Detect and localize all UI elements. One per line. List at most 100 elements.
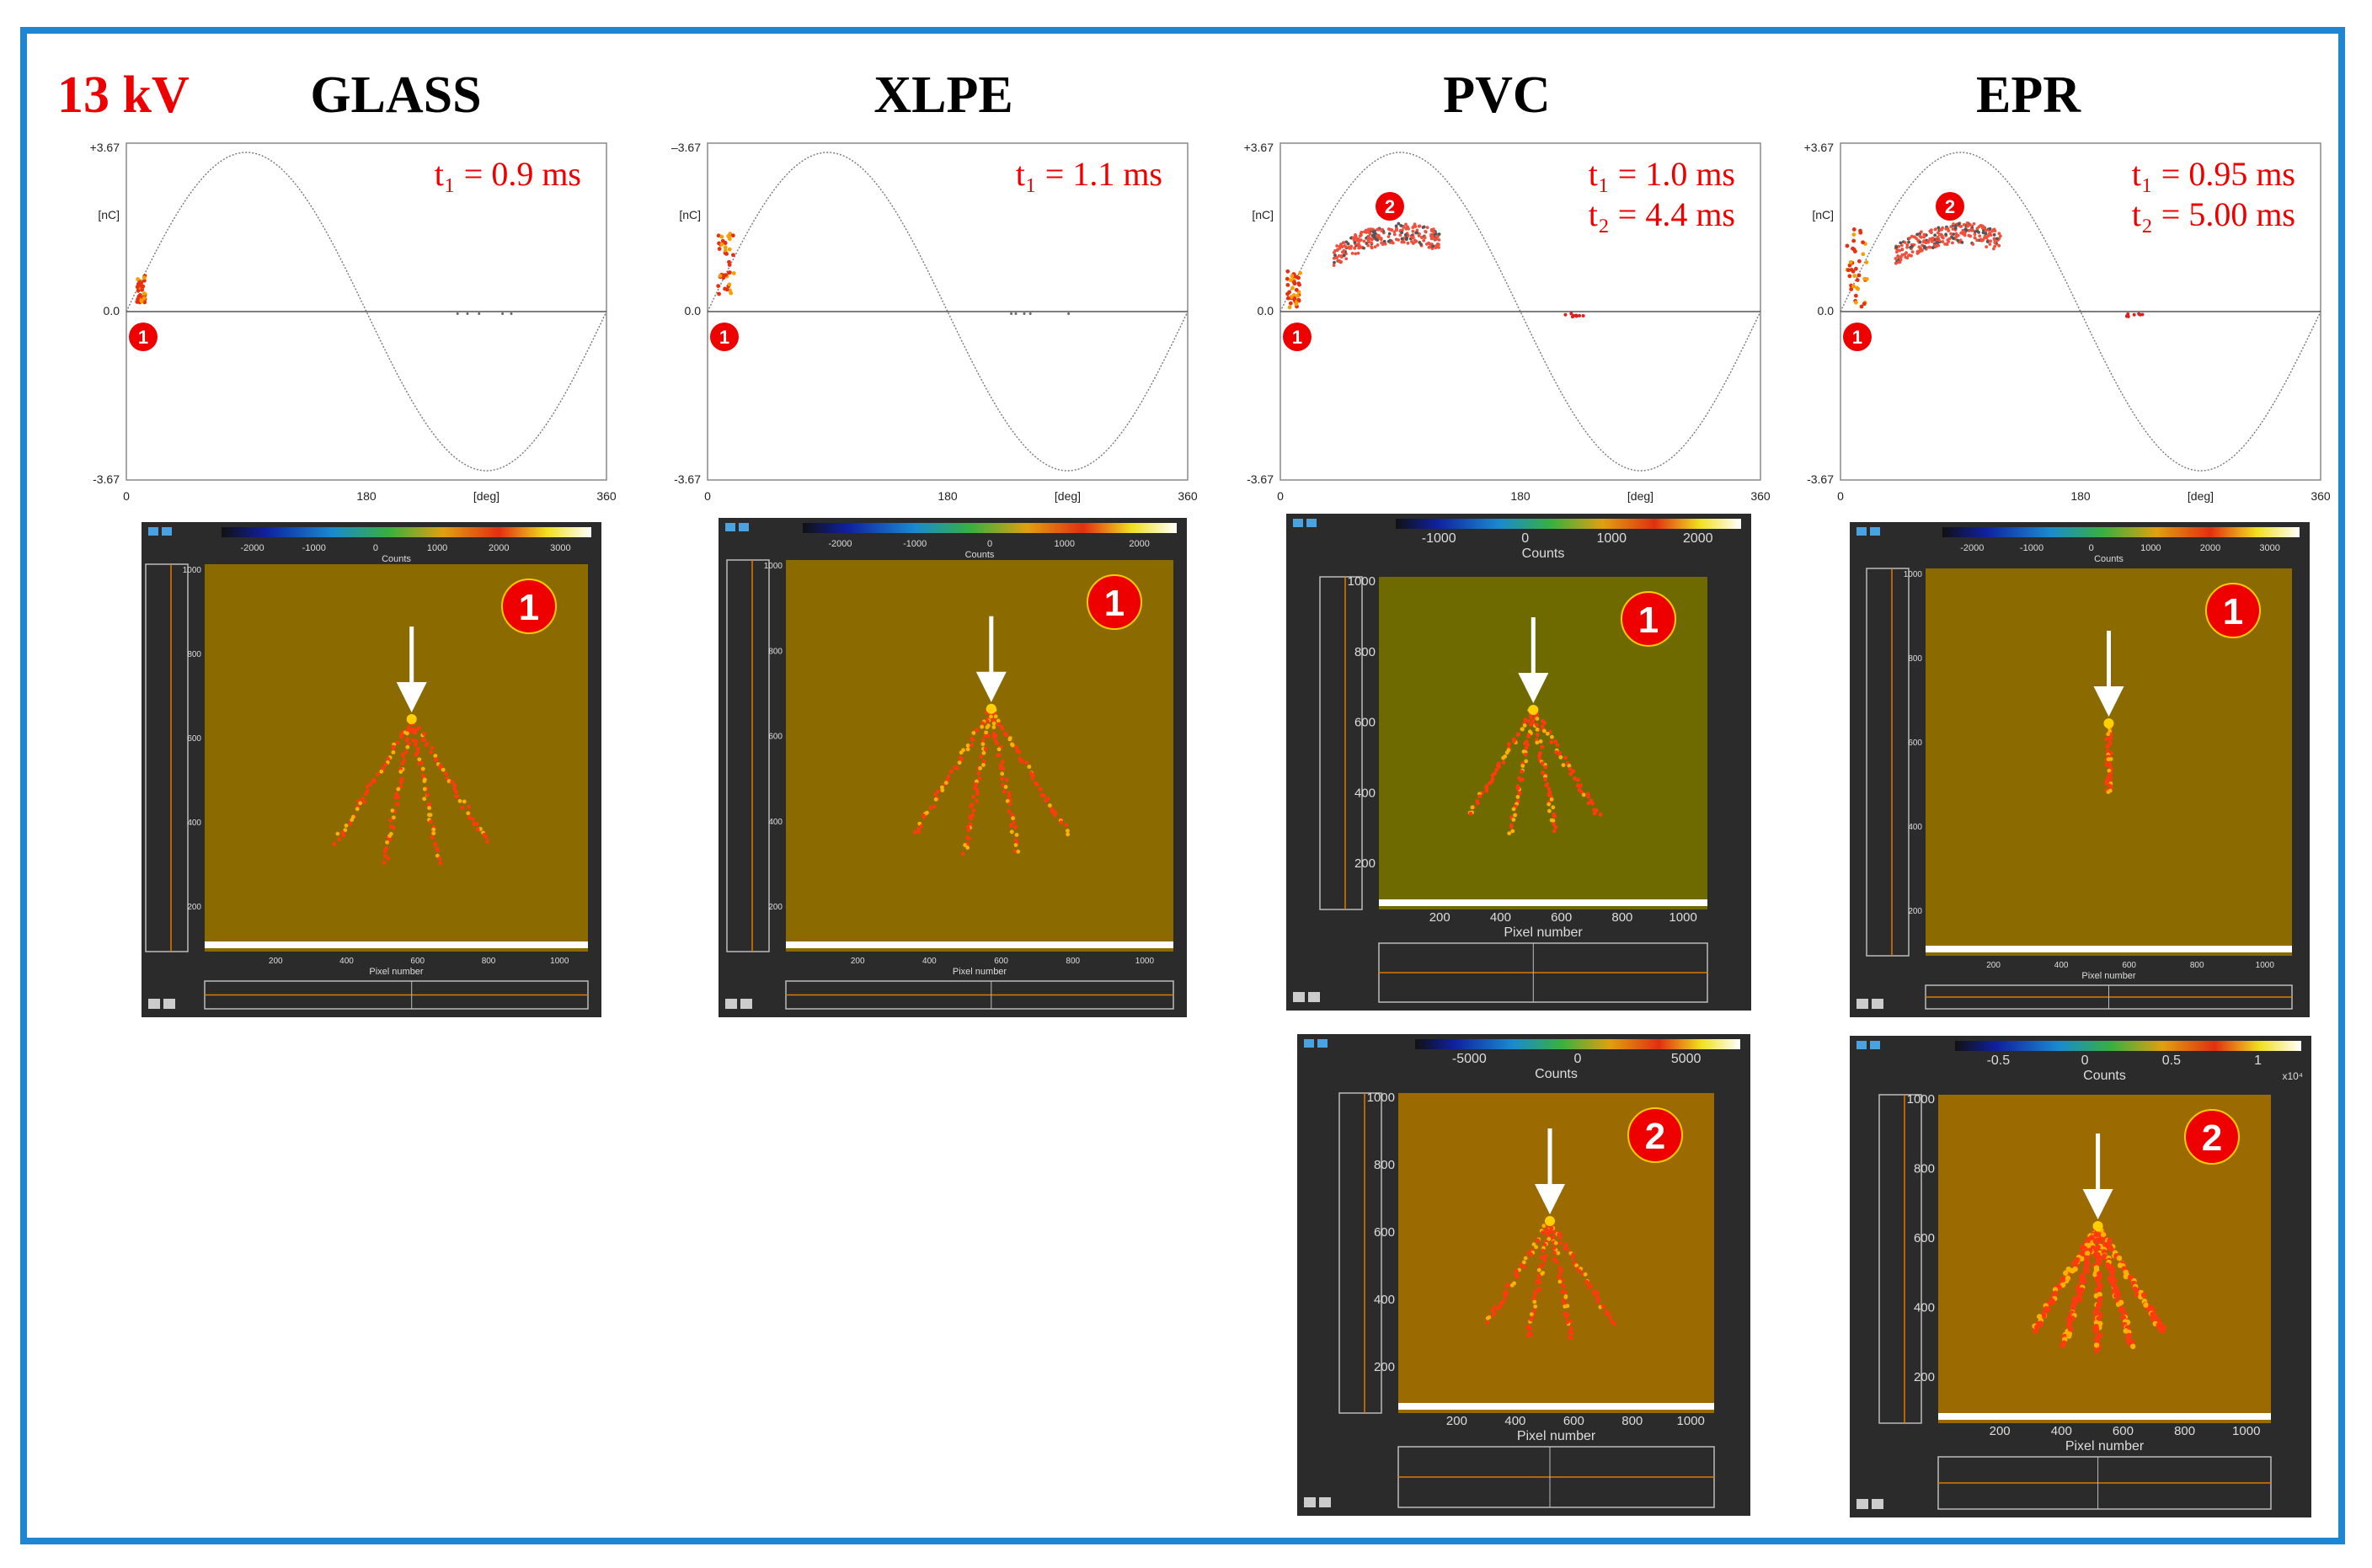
streamer-pixel (1041, 793, 1046, 798)
pd-point (1999, 234, 2002, 238)
x-axis-label: Pixel number (2065, 1439, 2145, 1453)
colorbar-tick: 0 (2081, 1053, 2089, 1068)
streamer-pixel (912, 829, 917, 835)
pd-point (1922, 235, 1926, 239)
pd-point (2132, 312, 2136, 317)
streamer-pixel (1000, 727, 1005, 731)
pd-point (1898, 248, 1902, 253)
streamer-pixel (1517, 791, 1522, 796)
pd-point (719, 242, 724, 247)
streamer-pixel (1543, 777, 1547, 781)
camera-image-epr-1: -2000 -1000 0 1000 2000 3000 Counts 1000 800 600 4… (1850, 522, 2310, 1017)
streamer-pixel (1477, 794, 1482, 798)
streamer-pixel (422, 732, 426, 736)
x-tick: 200 (1446, 1414, 1467, 1428)
pd-point (1344, 257, 1349, 261)
x-tick-360: 360 (1750, 489, 1771, 503)
x-unit-label: [deg] (1055, 489, 1081, 503)
zoom-button (1304, 1497, 1316, 1507)
y-tick-bottom: -3.67 (93, 472, 120, 486)
streamer-pixel (2132, 1286, 2138, 1292)
streamer-pixel (2124, 1272, 2129, 1277)
streamer-pixel (916, 829, 922, 835)
streamer-pixel (959, 757, 964, 762)
streamer-pixel (1520, 727, 1525, 732)
zoom-button (1319, 1497, 1331, 1507)
arrow-head (1535, 1184, 1565, 1214)
pd-point (1851, 238, 1856, 243)
pd-point (1569, 312, 1573, 316)
pd-point (1907, 240, 1910, 244)
x-tick: 200 (1986, 961, 2001, 970)
zoom-button (148, 999, 160, 1009)
pd-point (1997, 232, 2001, 236)
streamer-pixel (1524, 745, 1529, 750)
pd-point (716, 233, 721, 238)
streamer-pixel (1553, 1240, 1558, 1245)
streamer-pixel (1552, 813, 1557, 819)
pd-point (142, 291, 147, 296)
pd-point (1406, 241, 1410, 245)
baseline-bar (786, 941, 1173, 948)
streamer-pixel (441, 767, 446, 772)
y-tick: 200 (1374, 1360, 1395, 1374)
pd-point (1894, 261, 1898, 265)
streamer-pixel (1567, 1335, 1572, 1339)
streamer-pixel (2079, 1256, 2085, 1261)
streamer-pixel (968, 822, 973, 827)
streamer-pixel (1548, 1229, 1553, 1234)
pd-point (1287, 305, 1292, 310)
streamer-pixel (1501, 760, 1506, 765)
x-tick: 400 (2051, 1424, 2072, 1438)
streamer-pixel (1570, 1255, 1575, 1260)
streamer-pixel (2106, 1265, 2112, 1271)
streamer-pixel (1520, 769, 1524, 774)
streamer-pixel (385, 840, 389, 845)
counts-label: Counts (2083, 1069, 2126, 1083)
streamer-pixel (1557, 1279, 1563, 1284)
time-label: t₁ = 0.9 ms (435, 155, 581, 193)
y-tick: 200 (768, 903, 783, 912)
streamer-pixel (1504, 1283, 1509, 1288)
pd-point (1896, 260, 1900, 264)
streamer-pixel (434, 757, 438, 762)
pd-point (1895, 250, 1899, 254)
streamer-pixel (1608, 1315, 1613, 1320)
streamer-pixel (1024, 760, 1029, 765)
y-tick: 1000 (183, 566, 202, 575)
arrow-head (2082, 1189, 2113, 1219)
pd-point (1373, 245, 1377, 249)
streamer-pixel (919, 824, 924, 829)
pd-point (1362, 246, 1365, 250)
prpd-plot-pvc: +3.67 [nC] 0.0 -3.670 180 360 [deg] t₁ = 1.0 ms… (1244, 141, 1771, 503)
streamer-pixel (1553, 824, 1558, 829)
y-tick: 800 (1908, 654, 1922, 664)
zoom-button (1293, 992, 1305, 1002)
streamer-pixel (1000, 771, 1005, 776)
pd-point (724, 273, 728, 278)
pd-point (727, 237, 732, 242)
pd-point (1856, 273, 1862, 278)
title-xlpe: XLPE (873, 67, 1013, 124)
pd-point (1931, 246, 1935, 249)
pd-point (1415, 228, 1419, 232)
streamer-pixel (2105, 744, 2110, 749)
streamer-pixel (1535, 727, 1540, 732)
toolbar-button (148, 527, 158, 536)
pd-point (723, 248, 728, 253)
vertical-profile (726, 559, 770, 952)
toolbar-button (1293, 519, 1303, 527)
pd-point (1954, 235, 1958, 239)
streamer-pixel (1511, 739, 1516, 744)
pd-point (2124, 314, 2129, 318)
streamer-pixel (1541, 1224, 1547, 1229)
pd-point (1333, 248, 1337, 253)
colorbar-tick: 0 (1574, 1052, 1582, 1066)
x-tick: 800 (2174, 1424, 2195, 1438)
streamer-pixel (966, 828, 971, 833)
streamer-pixel (2108, 788, 2113, 793)
pd-point (142, 275, 147, 280)
pd-point (1343, 243, 1347, 248)
pd-point (1386, 227, 1391, 231)
streamer-pixel (1509, 824, 1514, 829)
